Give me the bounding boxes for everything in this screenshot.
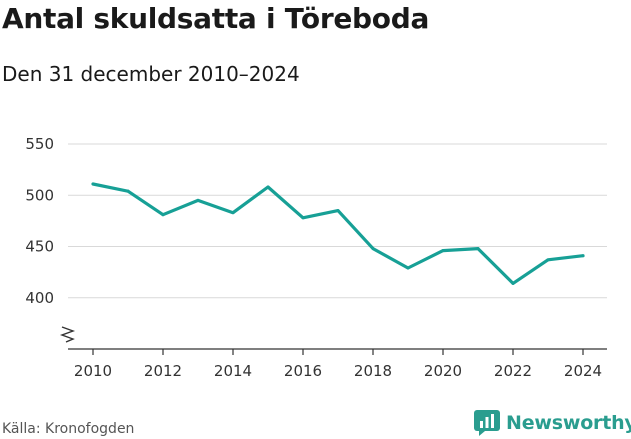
chart-title: Antal skuldsatta i Töreboda — [2, 2, 430, 35]
data-point-2022 — [511, 281, 515, 285]
data-point-2013 — [196, 198, 200, 202]
chart-subtitle: Den 31 december 2010–2024 — [2, 62, 300, 86]
source-note: Källa: Kronofogden — [2, 421, 135, 437]
y-tick-label: 500 — [25, 186, 54, 204]
x-tick-label: 2022 — [494, 362, 532, 380]
x-tick-label: 2020 — [424, 362, 462, 380]
data-point-2016 — [301, 216, 305, 220]
x-tick-label: 2016 — [284, 362, 322, 380]
y-axis: 400 450 500 550 — [25, 135, 54, 307]
y-tick-label: 450 — [25, 238, 54, 256]
x-tick-label: 2010 — [74, 362, 112, 380]
brand-logo: Newsworthy — [474, 408, 631, 438]
data-point-2015 — [266, 185, 270, 189]
data-point-2021 — [476, 247, 480, 251]
newsworthy-logo-icon — [474, 410, 500, 436]
data-point-2017 — [336, 209, 340, 213]
x-axis: 2010 2012 2014 2016 2018 2020 2022 2024 — [59, 326, 607, 380]
data-point-2011 — [126, 189, 130, 193]
data-point-2023 — [546, 258, 550, 262]
data-point-2018 — [371, 247, 375, 251]
data-point-2010 — [91, 182, 95, 186]
x-tick-label: 2018 — [354, 362, 392, 380]
x-tick-label: 2012 — [144, 362, 182, 380]
line-chart: 400 450 500 550 2010 2012 2014 2016 2018 2020 202… — [25, 135, 607, 380]
y-tick-label: 550 — [25, 135, 54, 153]
y-tick-label: 400 — [25, 289, 54, 307]
brand-name: Newsworthy — [506, 412, 631, 434]
axis-break-icon — [59, 326, 76, 343]
data-point-2012 — [161, 213, 165, 217]
data-point-2019 — [406, 266, 410, 270]
data-point-2014 — [231, 211, 235, 215]
x-tick-label: 2014 — [214, 362, 252, 380]
x-tick-label: 2024 — [564, 362, 602, 380]
data-point-2020 — [441, 249, 445, 253]
data-point-2024 — [581, 254, 585, 258]
series-line-0 — [91, 182, 585, 285]
gridlines — [68, 143, 607, 299]
data-series — [91, 182, 585, 285]
